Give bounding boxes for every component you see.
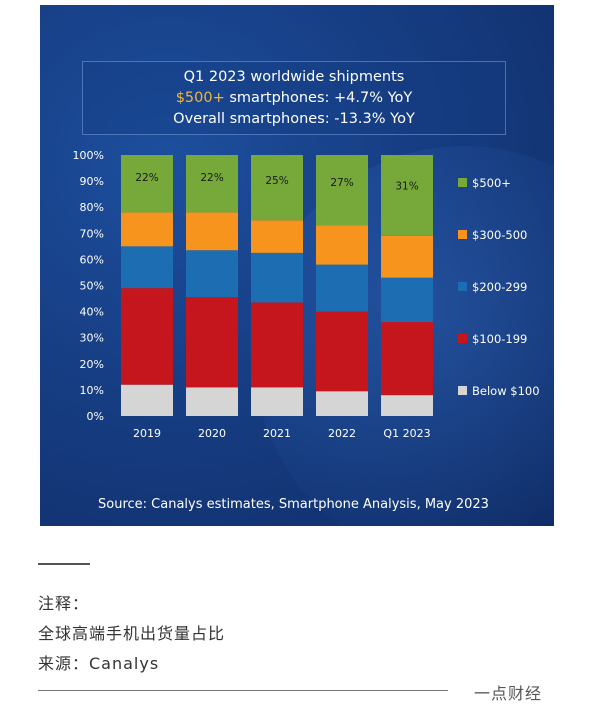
bar-segment: [251, 302, 303, 388]
bar-stack-0: 22%: [121, 155, 173, 416]
chart-title-box: Q1 2023 worldwide shipments $500+ smartp…: [82, 61, 506, 135]
data-label: 25%: [265, 175, 288, 187]
bar-stack-3: 27%: [316, 155, 368, 416]
bar-segment: [251, 252, 303, 303]
y-axis: 0% 10% 20% 30% 40% 50% 60% 70% 80% 90% 100%: [73, 149, 104, 423]
y-tick-label: 0%: [87, 410, 104, 423]
bar-segment: [121, 288, 173, 385]
bar-segment: [186, 297, 238, 388]
chart-subtitle-2: Overall smartphones: -13.3% YoY: [173, 111, 415, 127]
y-tick-label: 100%: [73, 149, 104, 162]
bar-segment: [251, 387, 303, 416]
x-tick-label: 2021: [263, 427, 291, 440]
bar-segment: [381, 155, 433, 236]
bar-segment: [316, 311, 368, 392]
bar-segment: [381, 235, 433, 278]
legend-label: Below $100: [472, 384, 540, 398]
y-tick-label: 80%: [80, 201, 104, 214]
y-tick-label: 10%: [80, 384, 104, 397]
x-tick-label: 2020: [198, 427, 226, 440]
bar-stack-1: 22%: [186, 155, 238, 416]
legend-swatch: [458, 334, 467, 343]
x-tick-label: Q1 2023: [383, 427, 430, 440]
legend-label: $100-199: [472, 332, 527, 346]
legend-label: $200-299: [472, 280, 527, 294]
divider-long: [38, 690, 448, 691]
bar-segment: [316, 391, 368, 416]
x-axis: 2019 2020 2021 2022 Q1 2023: [133, 427, 431, 440]
legend-swatch: [458, 282, 467, 291]
bar-segment: [251, 155, 303, 221]
bar-segment: [186, 155, 238, 213]
subtitle-highlight: $500+: [175, 90, 225, 106]
data-label: 27%: [330, 177, 353, 189]
y-tick-label: 70%: [80, 227, 104, 240]
bar-segment: [381, 322, 433, 396]
note-description: 全球高端手机出货量占比: [38, 624, 226, 643]
y-tick-label: 30%: [80, 332, 104, 345]
legend-label: $500+: [472, 176, 511, 190]
y-tick-label: 90%: [80, 175, 104, 188]
bar-segment: [316, 225, 368, 265]
legend-swatch: [458, 386, 467, 395]
bar-stack-2: 25%: [251, 155, 303, 416]
x-tick-label: 2019: [133, 427, 161, 440]
bar-segment: [316, 155, 368, 226]
note-source: 来源：Canalys: [38, 654, 160, 673]
chart-subtitle: $500+ smartphones: +4.7% YoY: [83, 88, 505, 109]
chart-title: Q1 2023 worldwide shipments: [183, 69, 405, 85]
divider-short: [38, 563, 90, 565]
y-tick-label: 20%: [80, 358, 104, 371]
bar-segment: [121, 212, 173, 247]
bar-segment: [186, 387, 238, 416]
data-label: 31%: [395, 181, 418, 193]
bar-segment: [251, 220, 303, 253]
data-label: 22%: [200, 172, 223, 184]
subtitle-rest: smartphones: +4.7% YoY: [224, 90, 413, 106]
x-tick-label: 2022: [328, 427, 356, 440]
note-label: 注释：: [38, 594, 90, 613]
legend: $500+ $300-500 $200-299 $100-199 Below $100: [458, 176, 540, 398]
bars: 22% 22% 25% 27% 31%: [121, 155, 433, 416]
bar-segment: [186, 212, 238, 251]
brand-name: 一点财经: [474, 684, 543, 703]
y-tick-label: 40%: [80, 306, 104, 319]
data-label: 22%: [135, 172, 158, 184]
legend-swatch: [458, 230, 467, 239]
chart-source: Source: Canalys estimates, Smartphone An…: [98, 497, 489, 512]
y-tick-label: 50%: [80, 280, 104, 293]
bar-segment: [381, 395, 433, 416]
bar-segment: [121, 155, 173, 213]
stacked-bar-chart: 0%10%20%30%40%50%60%70%80%90%100% 22% 22%…: [73, 149, 540, 440]
bar-segment: [381, 277, 433, 323]
bar-segment: [186, 250, 238, 298]
bar-segment: [121, 384, 173, 416]
legend-label: $300-500: [472, 228, 527, 242]
y-tick-label: 60%: [80, 253, 104, 266]
legend-swatch: [458, 178, 467, 187]
bar-segment: [316, 264, 368, 312]
bar-stack-4: 31%: [381, 155, 433, 416]
bar-segment: [121, 246, 173, 289]
